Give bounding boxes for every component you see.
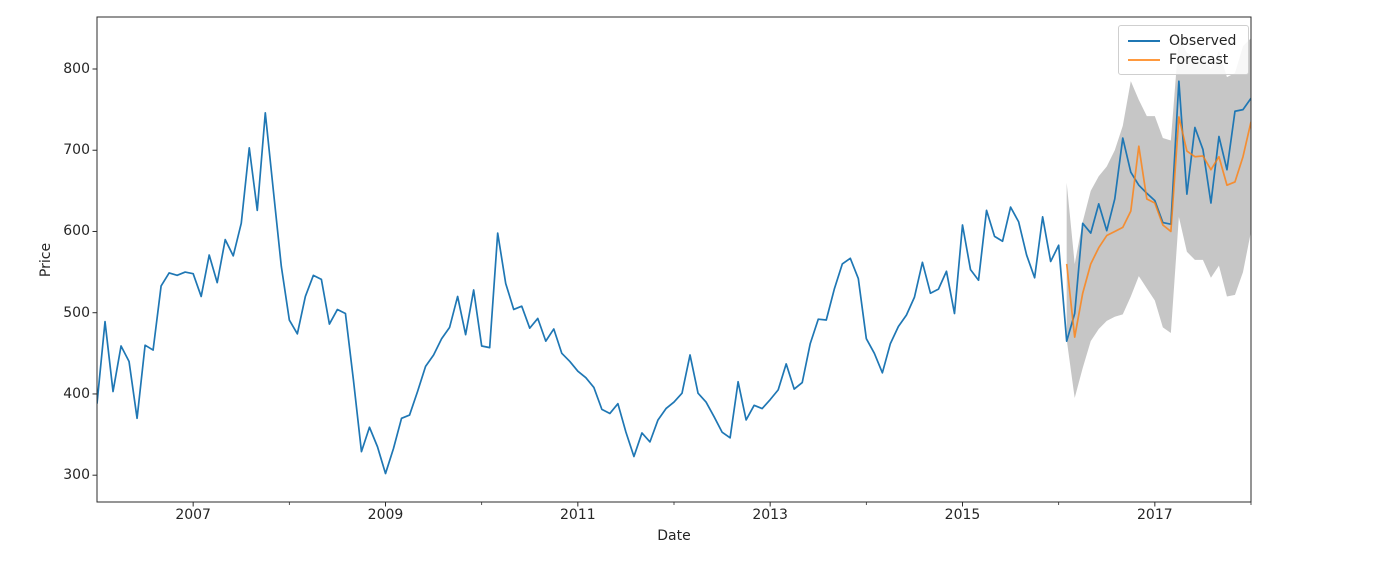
confidence-band [1066, 38, 1251, 399]
forecast-line-swatch [1128, 58, 1160, 61]
y-tick-label-300: 300 [63, 467, 90, 484]
observed-line-swatch [1128, 39, 1160, 42]
legend-item-observed: Observed [1128, 31, 1239, 50]
x-tick-label-2013: 2013 [752, 507, 788, 523]
x-tick-label-2015: 2015 [944, 507, 981, 523]
x-tick-label-2017: 2017 [1137, 507, 1173, 523]
observed-line [97, 80, 1251, 475]
x-tick-label-2011: 2011 [560, 507, 596, 523]
y-tick-label-400: 400 [63, 385, 90, 402]
y-axis-label: Price [38, 242, 54, 278]
legend-item-forecast: Forecast [1128, 50, 1239, 69]
x-tick-label-2007: 2007 [175, 507, 211, 523]
y-tick-label-500: 500 [63, 304, 90, 321]
y-tick-label-600: 600 [63, 223, 90, 240]
x-axis-label: Date [657, 528, 691, 544]
y-tick-label-700: 700 [63, 142, 90, 159]
legend-label-observed: Observed [1169, 32, 1237, 49]
x-tick-label-2009: 2009 [367, 507, 404, 523]
forecast-line [1065, 116, 1251, 338]
y-tick-label-800: 800 [63, 60, 90, 77]
legend: Observed Forecast [1118, 25, 1249, 75]
legend-label-forecast: Forecast [1169, 51, 1229, 68]
